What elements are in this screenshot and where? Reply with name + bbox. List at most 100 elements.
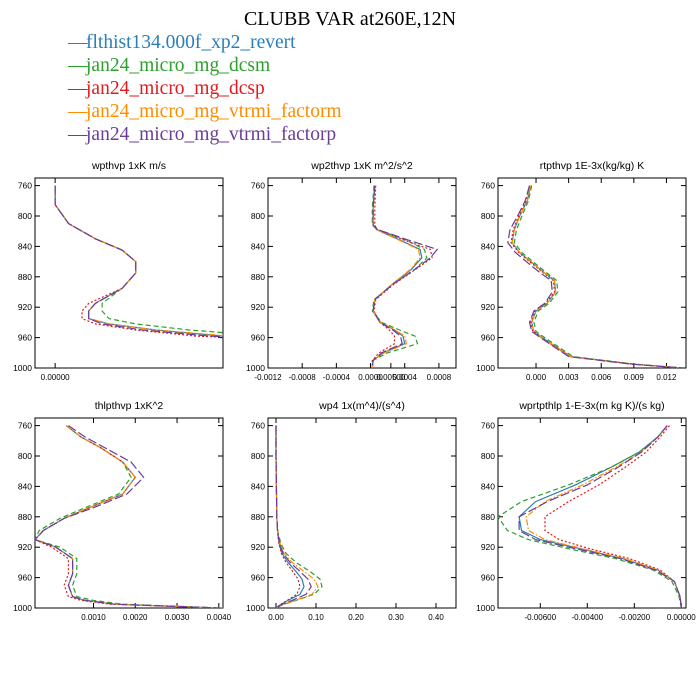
series-line [275,425,319,608]
x-tick-label: 0.40 [428,613,444,622]
x-tick-label: -0.0008 [289,373,317,382]
series-line [544,425,682,608]
y-tick-label: 880 [251,512,265,522]
y-tick-label: 800 [481,451,495,461]
y-tick-label: 800 [18,211,32,221]
y-tick-label: 760 [251,421,265,431]
y-tick-label: 880 [481,512,495,522]
x-tick-label: 0.0030 [165,613,190,622]
x-tick-label: -0.00400 [572,613,604,622]
y-tick-label: 920 [251,542,265,552]
y-tick-label: 960 [251,573,265,583]
x-tick-label: -0.00200 [619,613,651,622]
legend-label: flthist134.000f_xp2_revert [86,32,296,53]
y-tick-label: 800 [251,211,265,221]
series-line [371,185,428,368]
legend-label: jan24_micro_mg_dcsp [86,78,265,99]
series-line [35,425,219,608]
y-tick-label: 960 [481,573,495,583]
panel-5: wp4 1x(m^4)/(s^4) 760 800 840 880 920 960 1000 0… [246,400,457,622]
x-tick-label: 0.0010 [81,613,106,622]
y-tick-label: 1000 [476,363,495,373]
plot-frame [267,177,457,369]
x-tick-label: 0.012 [656,373,677,382]
legend-swatch: — [68,32,88,53]
panel-4: thlpthvp 1xK^2 760 800 840 880 920 960 1000 0.00… [13,400,232,622]
legend-swatch: — [68,101,88,122]
legend-swatch: — [68,55,88,76]
y-tick-label: 880 [18,272,32,282]
x-tick-label: 0.0020 [123,613,148,622]
series-line [35,425,219,608]
series-line [35,425,215,608]
legend-label: jan24_micro_mg_vtrmi_factorm [86,101,342,122]
x-tick-label: -0.0004 [323,373,351,382]
y-tick-label: 920 [18,302,32,312]
plot-frame [497,177,687,369]
plot-frame [267,417,457,609]
y-tick-label: 1000 [13,603,32,613]
panel-title: wp4 1x(m^4)/(s^4) [318,400,405,412]
panel-title: wpthvp 1xK m/s [91,160,166,172]
plot-frame [497,417,687,609]
plot-frame [34,177,224,369]
y-tick-label: 840 [481,241,495,251]
plot-frame [34,417,224,609]
y-tick-label: 880 [251,272,265,282]
panel-6: wprtpthlp 1-E-3x(m kg K)/(s kg) 760 800 840… [476,400,696,622]
y-tick-label: 920 [481,542,495,552]
x-tick-label: 0.20 [348,613,364,622]
x-tick-label: 0.006 [591,373,612,382]
y-tick-label: 760 [481,181,495,191]
y-tick-label: 920 [251,302,265,312]
x-tick-label: 0.0004 [392,373,417,382]
x-tick-label: -0.0012 [254,373,282,382]
series-line [511,185,683,368]
y-tick-label: 880 [481,272,495,282]
legend-item: —flthist134.000f_xp2_revert [68,31,342,54]
series-line [371,185,439,368]
series-line [513,185,683,368]
y-tick-label: 960 [18,333,32,343]
legend-label: jan24_micro_mg_vtrmi_factorp [86,124,337,145]
series-line [54,185,223,337]
panel-3: rtpthvp 1E-3x(kg/kg) K 760 800 840 880 920 960… [476,160,687,382]
y-tick-label: 800 [481,211,495,221]
y-tick-label: 960 [251,333,265,343]
y-tick-label: 840 [251,241,265,251]
y-tick-label: 840 [251,481,265,491]
panel-title: rtpthvp 1E-3x(kg/kg) K [540,160,644,172]
y-tick-label: 1000 [13,363,32,373]
x-tick-label: 0.0000 [358,373,383,382]
series-line [275,425,305,608]
y-tick-label: 880 [18,512,32,522]
x-tick-label: 0.000 [526,373,547,382]
x-tick-label: 0.30 [388,613,404,622]
x-tick-label: 0.009 [624,373,645,382]
legend-item: —jan24_micro_mg_vtrmi_factorp [68,123,342,146]
x-tick-label: 0.00000 [667,613,696,622]
figure-title: CLUBB VAR at260E,12N [243,8,457,30]
panel-title: wp2thvp 1xK m^2/s^2 [310,160,413,172]
x-tick-label: 0.10 [308,613,324,622]
legend-swatch: — [68,124,88,145]
series-line [525,425,682,608]
y-tick-label: 840 [481,481,495,491]
series-line [54,185,223,337]
y-tick-label: 840 [18,481,32,491]
y-tick-label: 760 [18,421,32,431]
series-line [371,185,423,368]
y-tick-label: 800 [251,451,265,461]
x-tick-label: 0.0040 [207,613,232,622]
panel-title: wprtpthlp 1-E-3x(m kg K)/(s kg) [518,400,664,412]
series-line [35,425,219,608]
legend-item: —jan24_micro_mg_dcsm [68,54,342,77]
y-tick-label: 1000 [246,603,265,613]
x-tick-label: 0.0008 [427,373,452,382]
series-line [371,185,421,368]
x-tick-label: 0.00000 [41,373,70,382]
legend-item: —jan24_micro_mg_vtrmi_factorm [68,100,342,123]
series-line [35,425,223,608]
y-tick-label: 1000 [246,363,265,373]
